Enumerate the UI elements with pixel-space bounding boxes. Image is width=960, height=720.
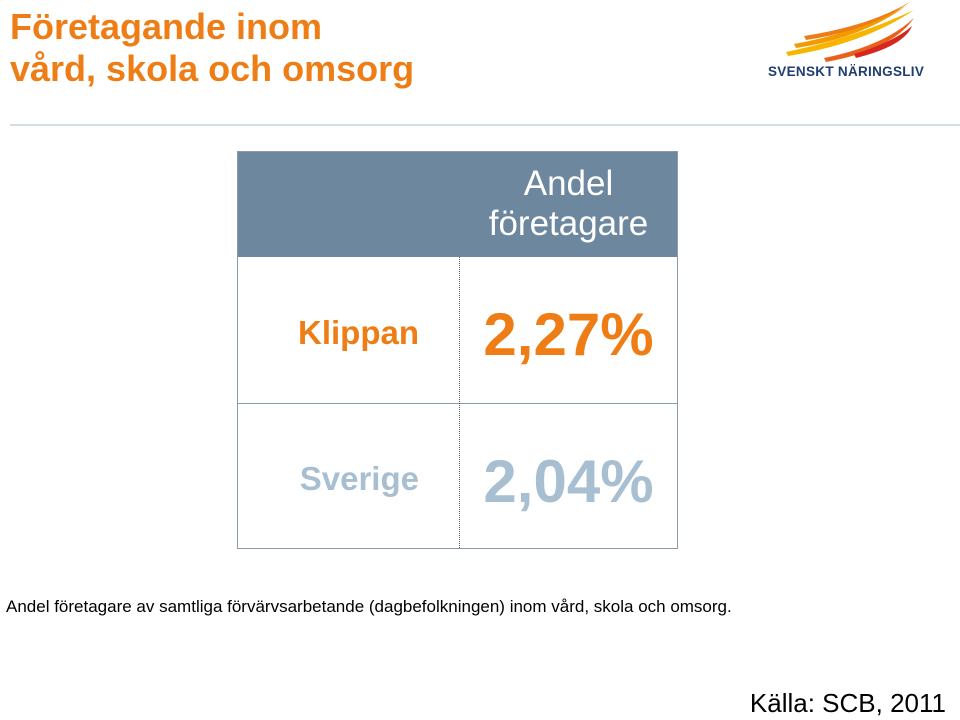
- logo-text: SVENSKT NÄRINGSLIV: [768, 64, 925, 79]
- table-row: Klippan 2,27%: [238, 257, 677, 403]
- svenskt-naringsliv-logo-icon: [786, 2, 914, 62]
- table-row: Sverige 2,04%: [238, 403, 677, 549]
- table-header-row: Andel företagare: [238, 152, 677, 257]
- page-title: Företagande inom vård, skola och omsorg: [10, 6, 414, 90]
- column-divider: [459, 257, 460, 548]
- row-value-sverige: 2,04%: [483, 448, 654, 515]
- divider: [10, 124, 960, 126]
- row-value-klippan: 2,27%: [483, 301, 654, 368]
- header-line-1: Andel: [523, 164, 614, 203]
- row-label-sverige: Sverige: [299, 460, 419, 497]
- comparison-table: Andel företagare Klippan 2,27% Sverige 2…: [237, 151, 678, 549]
- header-line-2: företagare: [488, 204, 649, 243]
- row-label-klippan: Klippan: [298, 314, 419, 351]
- table-header-cell: Andel företagare: [460, 164, 677, 244]
- caption: Andel företagare av samtliga förvärvsarb…: [6, 597, 732, 616]
- source-note: Källa: SCB, 2011: [749, 688, 946, 718]
- title-line-1: Företagande inom: [10, 6, 323, 47]
- title-line-2: vård, skola och omsorg: [10, 48, 415, 89]
